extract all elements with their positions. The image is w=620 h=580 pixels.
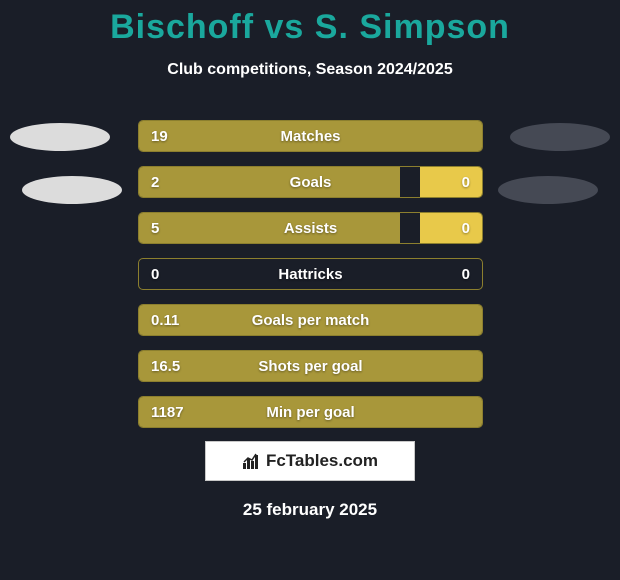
stat-bar-row: Shots per goal16.5 [138,350,483,382]
bar-value-right: 0 [462,213,470,243]
stat-bar-row: Goals per match0.11 [138,304,483,336]
stat-bar-row: Min per goal1187 [138,396,483,428]
bar-value-left: 16.5 [151,351,180,381]
site-logo[interactable]: FcTables.com [205,441,415,481]
bar-label: Matches [139,121,482,151]
bar-value-left: 2 [151,167,159,197]
bar-label: Assists [139,213,482,243]
bar-label: Hattricks [139,259,482,289]
page-title: Bischoff vs S. Simpson [0,0,620,47]
stat-bar-row: Matches19 [138,120,483,152]
bar-value-left: 5 [151,213,159,243]
stat-bar-row: Assists5 0 [138,212,483,244]
player-left-oval-2 [22,176,122,204]
bar-value-left: 0 [151,259,159,289]
bar-value-right: 0 [462,167,470,197]
stat-bar-row: Goals2 0 [138,166,483,198]
bar-label: Shots per goal [139,351,482,381]
bar-value-left: 19 [151,121,168,151]
bar-label: Goals per match [139,305,482,335]
chart-icon [242,452,260,470]
bar-value-right: 0 [462,259,470,289]
bar-value-left: 1187 [151,397,184,427]
stat-bar-row: Hattricks0 0 [138,258,483,290]
date-label: 25 february 2025 [0,500,620,520]
bar-label: Goals [139,167,482,197]
player-left-oval-1 [10,123,110,151]
subtitle: Club competitions, Season 2024/2025 [0,61,620,79]
bar-label: Min per goal [139,397,482,427]
player-right-oval-1 [510,123,610,151]
logo-text: FcTables.com [266,451,378,471]
player-right-oval-2 [498,176,598,204]
stat-bars: Matches19Goals20Assists50Hattricks00Goal… [138,120,483,442]
bar-value-left: 0.11 [151,305,179,335]
